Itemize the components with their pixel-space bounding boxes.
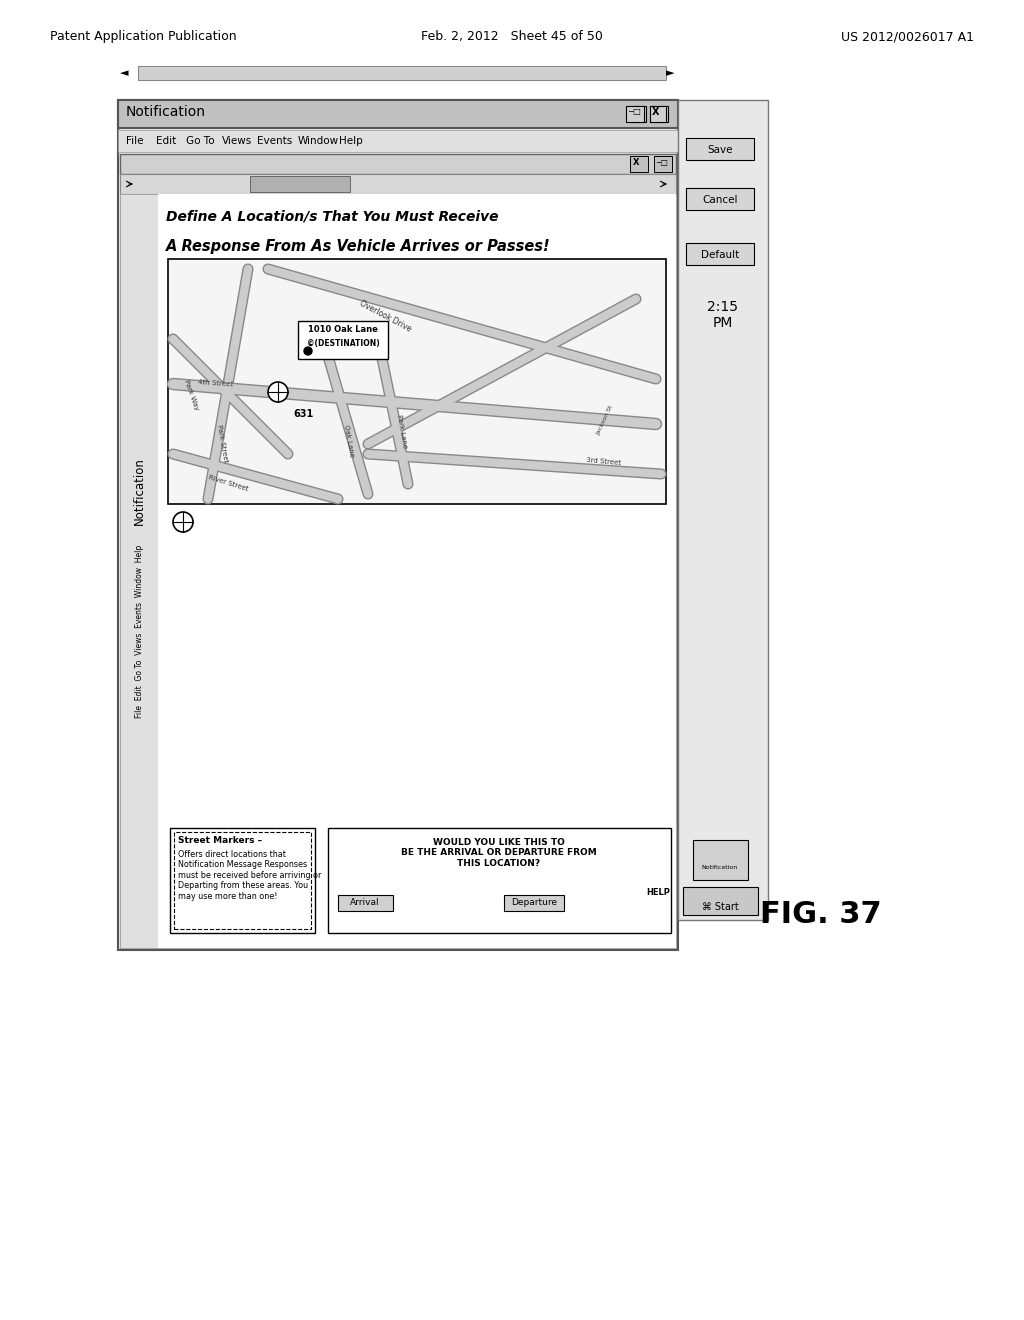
Text: X: X xyxy=(633,158,640,168)
Text: Notification: Notification xyxy=(132,457,145,525)
Bar xyxy=(168,259,666,504)
Text: Feb. 2, 2012   Sheet 45 of 50: Feb. 2, 2012 Sheet 45 of 50 xyxy=(421,30,603,44)
Text: Park Way: Park Way xyxy=(183,379,200,411)
Text: Default: Default xyxy=(700,249,739,260)
Text: HELP: HELP xyxy=(646,888,670,898)
Text: File: File xyxy=(126,136,143,147)
Bar xyxy=(120,174,676,194)
Bar xyxy=(693,840,748,880)
Text: 631: 631 xyxy=(293,409,313,418)
Text: Views: Views xyxy=(221,136,252,147)
Bar xyxy=(686,139,754,160)
Bar xyxy=(138,66,666,81)
Text: Departure: Departure xyxy=(511,898,557,907)
Text: Oak Lane: Oak Lane xyxy=(343,424,354,458)
Text: Park Street: Park Street xyxy=(216,424,228,463)
Text: Offers direct locations that
Notification Message Responses
must be received bef: Offers direct locations that Notificatio… xyxy=(178,850,322,900)
Text: 2:15
PM: 2:15 PM xyxy=(708,300,738,330)
Bar xyxy=(118,129,678,152)
Bar xyxy=(654,156,672,172)
Text: A Response From As Vehicle Arrives or Passes!: A Response From As Vehicle Arrives or Pa… xyxy=(166,239,551,253)
Text: Events: Events xyxy=(257,136,292,147)
Text: Patent Application Publication: Patent Application Publication xyxy=(50,30,237,44)
Text: ©(DESTINATION): ©(DESTINATION) xyxy=(306,339,379,348)
Bar xyxy=(504,895,564,911)
Text: Notification: Notification xyxy=(701,865,738,870)
Bar xyxy=(650,106,668,121)
Text: Cancel: Cancel xyxy=(702,195,737,205)
Bar xyxy=(626,106,644,121)
Text: River Street: River Street xyxy=(208,474,249,492)
Text: Street Markers –: Street Markers – xyxy=(178,836,262,845)
Text: ◄: ◄ xyxy=(120,69,128,78)
Bar xyxy=(118,100,678,128)
Text: X: X xyxy=(652,107,659,117)
Bar xyxy=(650,106,666,121)
Bar xyxy=(683,887,758,915)
Text: 1010 Oak Lane: 1010 Oak Lane xyxy=(308,325,378,334)
Text: Arrival: Arrival xyxy=(350,898,380,907)
Text: 4th Street: 4th Street xyxy=(198,379,233,388)
Text: ►: ► xyxy=(666,69,675,78)
Bar xyxy=(686,187,754,210)
Bar xyxy=(298,321,388,359)
Text: Save: Save xyxy=(708,145,733,154)
Text: Jackson St: Jackson St xyxy=(596,404,614,436)
Text: ⌘ Start: ⌘ Start xyxy=(701,902,738,912)
Text: ─□: ─□ xyxy=(628,107,641,116)
Text: FIG. 37: FIG. 37 xyxy=(760,900,882,929)
Bar xyxy=(120,154,676,174)
Circle shape xyxy=(173,512,193,532)
Bar xyxy=(170,828,315,933)
Text: ─□: ─□ xyxy=(656,158,668,168)
Bar xyxy=(678,100,768,920)
Bar xyxy=(158,194,676,948)
Bar xyxy=(118,100,678,950)
Bar xyxy=(250,176,350,191)
Text: Edit: Edit xyxy=(156,136,176,147)
Text: File  Edit  Go To  Views  Events  Window  Help: File Edit Go To Views Events Window Help xyxy=(134,544,143,718)
Bar xyxy=(628,106,646,121)
Bar xyxy=(328,828,671,933)
Text: US 2012/0026017 A1: US 2012/0026017 A1 xyxy=(841,30,974,44)
Text: WOULD YOU LIKE THIS TO
BE THE ARRIVAL OR DEPARTURE FROM
THIS LOCATION?: WOULD YOU LIKE THIS TO BE THE ARRIVAL OR… xyxy=(401,838,597,867)
Text: Overlook Drive: Overlook Drive xyxy=(358,300,413,334)
Text: Window: Window xyxy=(298,136,339,147)
Text: Help: Help xyxy=(339,136,362,147)
Bar xyxy=(338,895,393,911)
Text: 3rd Street: 3rd Street xyxy=(586,457,622,466)
Circle shape xyxy=(304,347,312,355)
Bar xyxy=(120,194,676,948)
Text: Go To: Go To xyxy=(186,136,215,147)
Bar xyxy=(630,156,648,172)
Text: Park Lane: Park Lane xyxy=(396,414,408,449)
Text: Notification: Notification xyxy=(126,106,206,119)
Circle shape xyxy=(268,381,288,403)
Text: Define A Location/s That You Must Receive: Define A Location/s That You Must Receiv… xyxy=(166,209,499,223)
Bar xyxy=(120,194,158,948)
Bar xyxy=(686,243,754,265)
